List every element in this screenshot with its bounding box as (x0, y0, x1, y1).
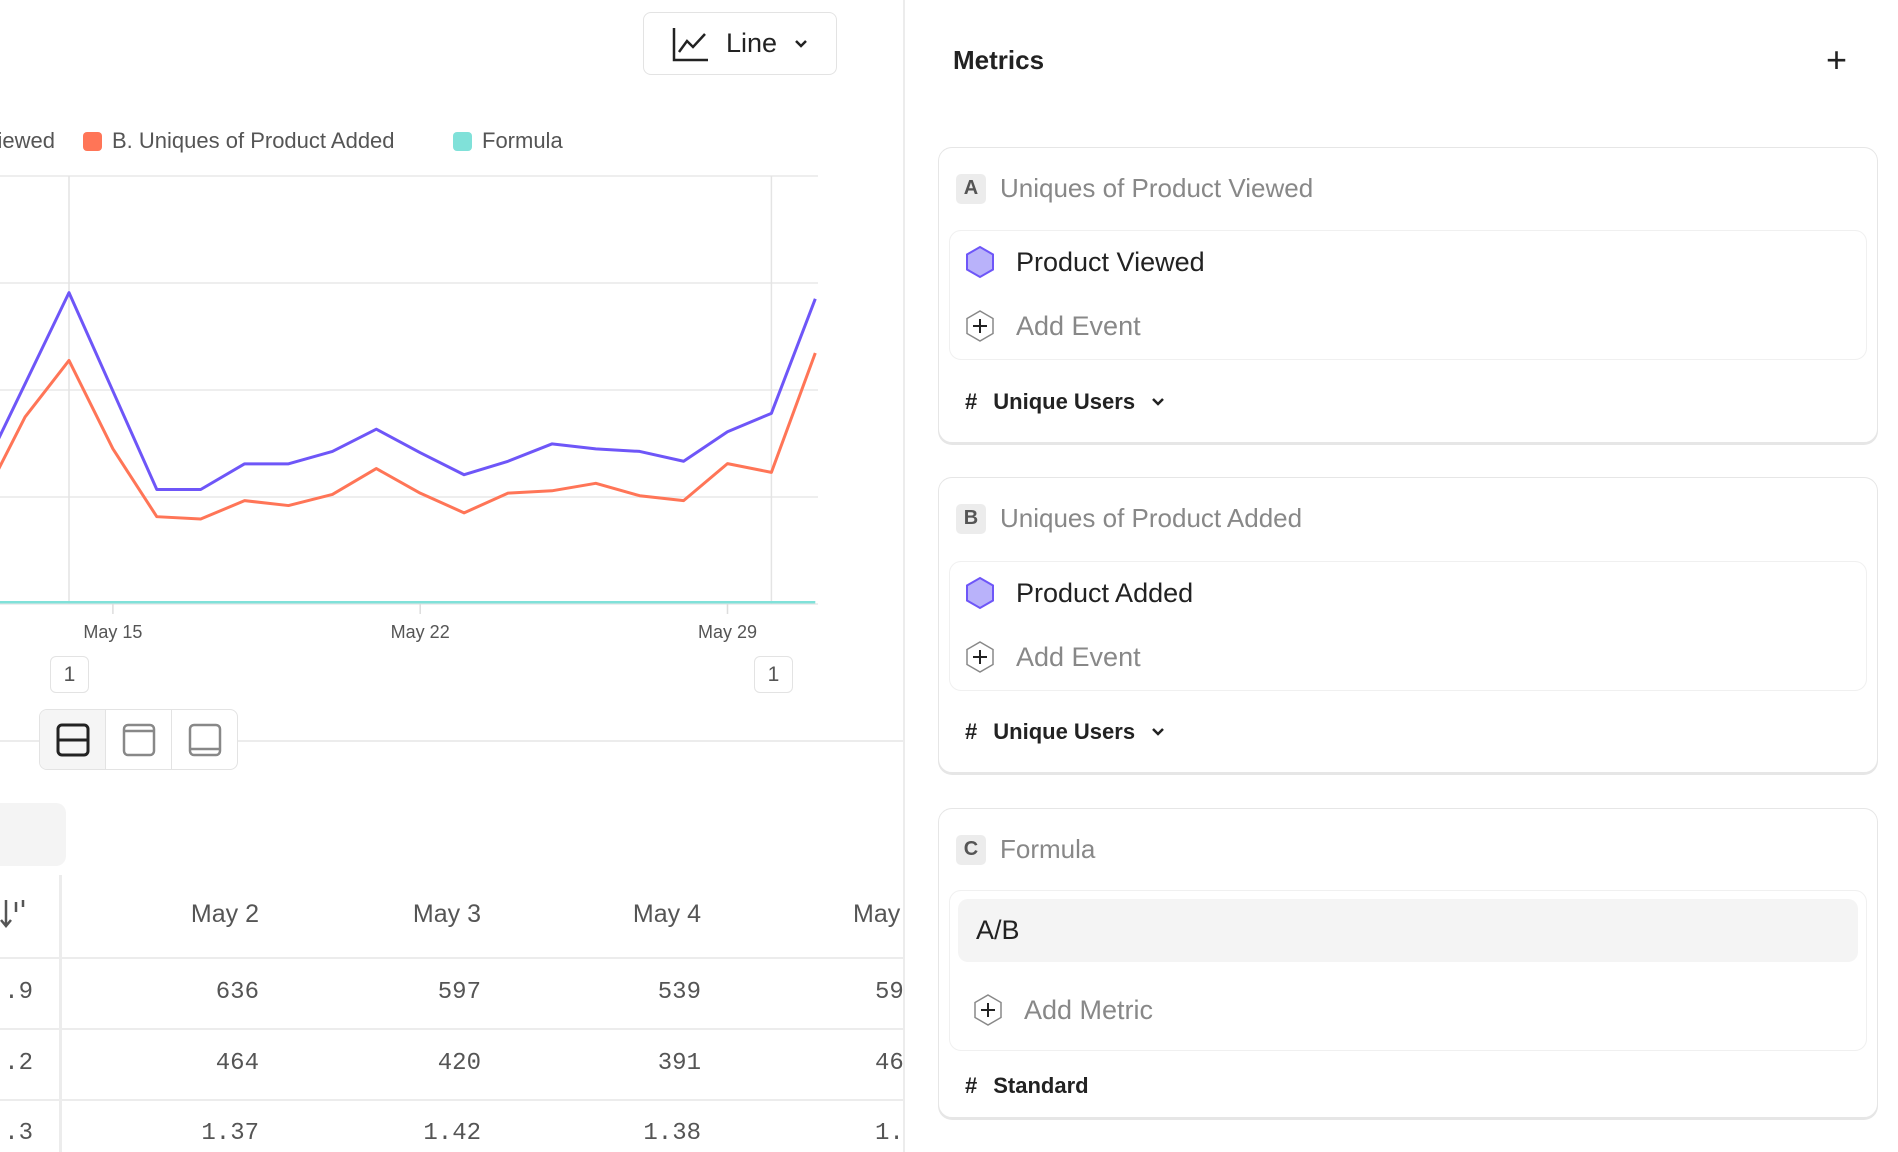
add-hexagon-icon (974, 994, 1002, 1026)
pane-divider[interactable] (903, 0, 905, 1152)
x-tick-label: May 22 (391, 622, 450, 642)
metric-title[interactable]: Uniques of Product Viewed (1000, 173, 1314, 203)
add-metric-label: Add Metric (1024, 994, 1154, 1025)
plus-icon: + (1826, 39, 1848, 80)
legend-item-formula[interactable]: Formula (453, 128, 563, 154)
bottom-panel-icon (188, 723, 221, 756)
chart-type-label: Line (726, 28, 778, 58)
split-layout-icon (56, 723, 89, 756)
add-metric-to-formula-button[interactable]: Add Metric (972, 993, 1153, 1027)
aggregation-label: Unique Users (993, 389, 1136, 414)
formula-editor: A/B Add Metric (949, 890, 1867, 1051)
table-cell: 597 (437, 979, 481, 1006)
legend-swatch (453, 131, 472, 151)
aggregation-dropdown[interactable]: # Unique Users (965, 719, 1165, 745)
panel-title: Metrics (953, 45, 1045, 75)
metric-letter-badge: B (956, 503, 986, 534)
event-row[interactable]: Product Added (964, 576, 1193, 610)
row-divider (0, 1099, 903, 1101)
metric-letter-badge: C (956, 834, 986, 865)
column-header[interactable]: May 4 (632, 900, 701, 928)
table-cell: 636 (215, 979, 259, 1006)
metric-title[interactable]: Uniques of Product Added (1000, 503, 1303, 533)
chevron-down-icon (1152, 728, 1164, 736)
event-list: Product Viewed Add Event (949, 230, 1867, 360)
table-cell: 1.42 (423, 1120, 481, 1147)
add-metric-button[interactable]: + (1826, 42, 1847, 78)
series-line-b (0, 352, 817, 521)
layout-toggle (39, 709, 238, 770)
legend-swatch (83, 131, 102, 151)
table-cell: 1.37 (201, 1120, 259, 1147)
x-tick-label: May 15 (83, 622, 142, 642)
formula-input[interactable]: A/B (958, 899, 1858, 962)
metric-card-a: A Uniques of Product Viewed Product Viewe… (938, 147, 1878, 443)
legend-item-b[interactable]: B. Uniques of Product Added (83, 128, 395, 154)
aggregation-label: Unique Users (993, 719, 1136, 744)
event-hexagon-icon (966, 245, 994, 279)
chevron-down-icon (795, 39, 807, 48)
add-hexagon-icon (966, 641, 994, 673)
legend-label: A. Uniques of Product Viewed (0, 128, 55, 153)
table-cell: .2 (4, 1050, 33, 1077)
add-event-label: Add Event (1016, 310, 1141, 341)
hash-icon: # (965, 389, 978, 414)
table-cell: 464 (215, 1050, 259, 1077)
hash-icon: # (965, 719, 978, 744)
divider (0, 740, 903, 742)
row-divider (0, 1028, 903, 1030)
sort-icon[interactable] (0, 898, 30, 930)
table-cell: 420 (437, 1050, 481, 1077)
event-hexagon-icon (966, 576, 994, 610)
x-tick-label: May 29 (698, 622, 757, 642)
column-header[interactable]: May 2 (190, 900, 259, 928)
table-cell: 1.2 (875, 1120, 903, 1147)
chart-pane: May 15 May 22 May 29 Line A. Uniques of Pr… (0, 0, 903, 1152)
add-event-button[interactable]: Add Event (964, 640, 1141, 674)
metric-letter-badge: A (956, 173, 986, 204)
table-cell: .3 (4, 1120, 33, 1147)
event-row[interactable]: Product Viewed (964, 245, 1205, 279)
row-divider (0, 957, 903, 959)
table-cell: 59 (875, 979, 903, 1006)
legend-item-a[interactable]: A. Uniques of Product Viewed (0, 128, 55, 154)
layout-table-only-button[interactable] (172, 710, 237, 769)
add-event-button[interactable]: Add Event (964, 309, 1141, 343)
hash-icon: # (965, 1073, 978, 1098)
layout-split-button[interactable] (40, 710, 106, 769)
table-cell: 46 (875, 1050, 903, 1077)
metric-title[interactable]: Formula (1000, 834, 1096, 864)
table-cell: 539 (657, 979, 701, 1006)
table-search-box[interactable] (0, 803, 66, 866)
table-cell: 1.38 (643, 1120, 701, 1147)
annotation-marker[interactable]: 1 (50, 656, 89, 693)
event-name: Product Added (1016, 577, 1194, 608)
series-line-a (0, 291, 817, 492)
legend-label: Formula (482, 128, 563, 153)
column-header[interactable]: May 3 (412, 900, 481, 928)
event-name: Product Viewed (1016, 246, 1205, 277)
legend-label: B. Uniques of Product Added (112, 128, 395, 153)
aggregation-dropdown[interactable]: # Unique Users (965, 389, 1165, 415)
table-cell: .9 (4, 979, 33, 1006)
chart-type-dropdown[interactable]: Line (643, 12, 837, 75)
add-event-label: Add Event (1016, 641, 1141, 672)
table-cell: 391 (657, 1050, 701, 1077)
top-panel-icon (122, 723, 155, 756)
formula-format-dropdown[interactable]: # Standard (965, 1073, 1089, 1099)
event-list: Product Added Add Event (949, 561, 1867, 691)
metric-card-formula: C Formula A/B Add Metric # Standard (938, 808, 1878, 1118)
add-hexagon-icon (966, 310, 994, 342)
chevron-down-icon (1152, 398, 1164, 406)
line-chart-icon (672, 27, 708, 61)
metric-card-b: B Uniques of Product Added Product Added … (938, 477, 1878, 773)
annotation-marker[interactable]: 1 (754, 656, 793, 693)
layout-chart-only-button[interactable] (106, 710, 172, 769)
column-divider (59, 875, 62, 1152)
format-label: Standard (993, 1073, 1089, 1098)
line-chart: May 15 May 22 May 29 (0, 175, 818, 642)
column-header[interactable]: May (853, 900, 901, 928)
